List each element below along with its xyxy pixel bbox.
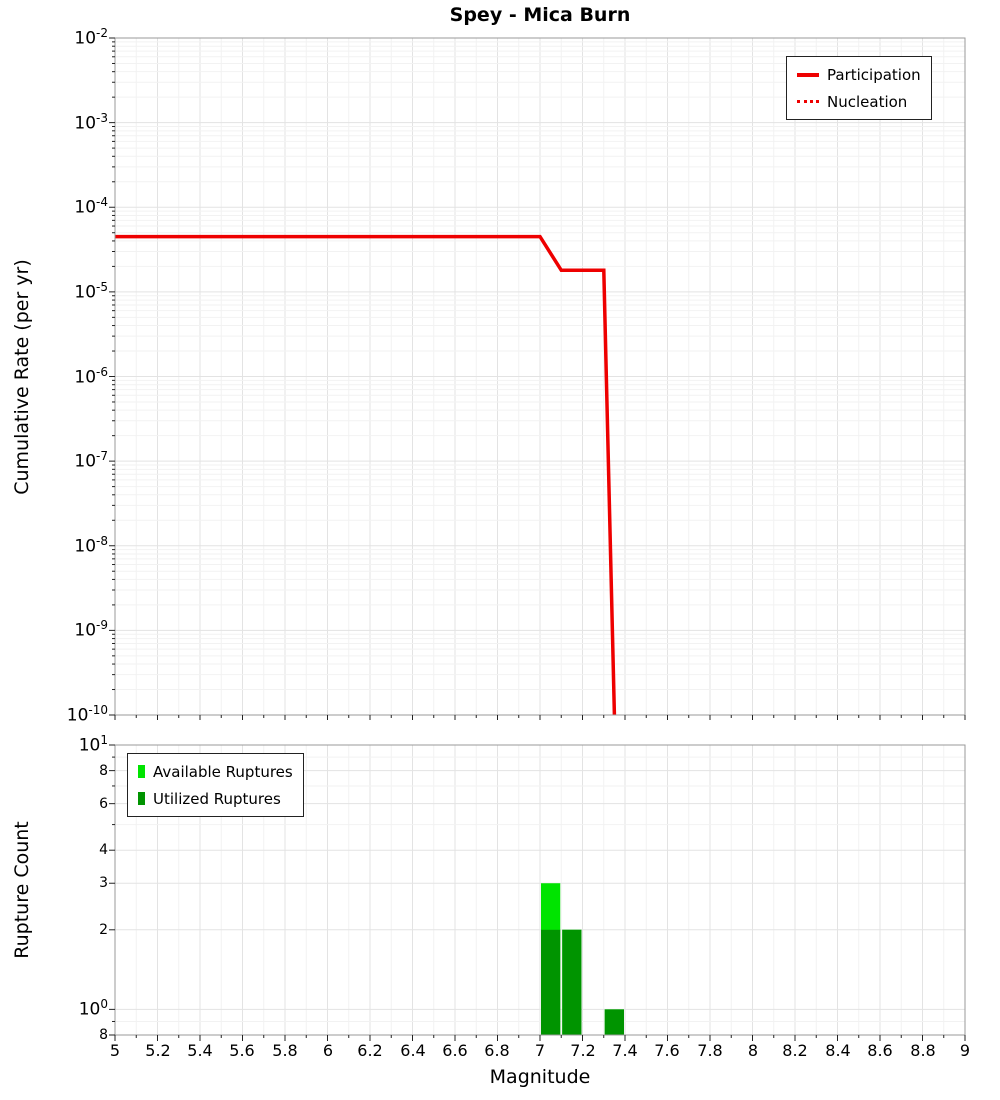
- utilized-ruptures-bar: [541, 929, 561, 1035]
- legend-item-available-ruptures: Available Ruptures: [138, 758, 293, 785]
- x-tick-label: 5.8: [272, 1041, 298, 1060]
- y-tick-label-count: 101: [78, 733, 108, 756]
- y-axis-label-cumulative-rate: Cumulative Rate (per yr): [11, 259, 33, 495]
- y-tick-label-rate: 10-7: [74, 449, 108, 472]
- y-tick-label-rate: 10-10: [66, 703, 108, 726]
- y-tick-label-count: 3: [99, 875, 108, 891]
- x-tick-label: 9: [959, 1041, 971, 1060]
- x-tick-label: 8.2: [782, 1041, 808, 1060]
- y-tick-label-rate: 10-3: [74, 111, 108, 134]
- legend-label-utilized: Utilized Ruptures: [153, 789, 281, 808]
- nucleation-line: [115, 235, 616, 716]
- nucleation-line-swatch: [797, 100, 819, 103]
- y-tick-label-count: 8: [99, 763, 108, 779]
- x-tick-label: 7: [534, 1041, 546, 1060]
- available-ruptures-swatch: [138, 765, 145, 778]
- x-tick-label: 6.8: [484, 1041, 510, 1060]
- y-tick-label-count: 2: [99, 922, 108, 938]
- utilized-ruptures-swatch: [138, 792, 145, 805]
- legend-ruptures: Available Ruptures Utilized Ruptures: [127, 753, 304, 817]
- x-tick-label: 5.6: [229, 1041, 255, 1060]
- participation-line-swatch: [797, 72, 819, 77]
- y-tick-label-rate: 10-4: [74, 195, 108, 218]
- x-tick-label: 5.2: [145, 1041, 171, 1060]
- x-tick-label: 5: [109, 1041, 121, 1060]
- legend-label-nucleation: Nucleation: [827, 92, 908, 111]
- legend-item-participation: Participation: [797, 61, 921, 88]
- x-tick-label: 7.6: [654, 1041, 680, 1060]
- legend-item-nucleation: Nucleation: [797, 88, 921, 115]
- legend-rate-curves: Participation Nucleation: [786, 56, 932, 120]
- x-tick-label: 6.6: [442, 1041, 468, 1060]
- legend-label-participation: Participation: [827, 65, 921, 84]
- legend-item-utilized-ruptures: Utilized Ruptures: [138, 785, 293, 812]
- y-tick-label-rate: 10-2: [74, 26, 108, 49]
- x-tick-label: 6.2: [357, 1041, 383, 1060]
- y-tick-label-count: 4: [99, 842, 108, 858]
- x-axis-label-magnitude: Magnitude: [489, 1066, 591, 1088]
- x-tick-label: 8.8: [910, 1041, 936, 1060]
- x-tick-label: 8: [747, 1041, 759, 1060]
- x-tick-label: 5.4: [187, 1041, 213, 1060]
- y-tick-label-count: 8: [99, 1027, 108, 1043]
- x-tick-label: 6.4: [400, 1041, 426, 1060]
- x-tick-label: 6: [322, 1041, 334, 1060]
- legend-label-available: Available Ruptures: [153, 762, 293, 781]
- utilized-ruptures-bar: [604, 1009, 624, 1035]
- y-tick-label-count: 100: [78, 997, 108, 1020]
- x-tick-label: 7.4: [612, 1041, 638, 1060]
- y-axis-label-rupture-count: Rupture Count: [11, 821, 33, 959]
- x-tick-label: 7.2: [570, 1041, 596, 1060]
- y-tick-label-rate: 10-9: [74, 618, 108, 641]
- utilized-ruptures-bar: [562, 929, 582, 1035]
- y-tick-label-rate: 10-8: [74, 534, 108, 557]
- y-tick-label-count: 6: [99, 796, 108, 812]
- x-tick-label: 7.8: [697, 1041, 723, 1060]
- chart-title: Spey - Mica Burn: [449, 4, 631, 26]
- y-tick-label-rate: 10-6: [74, 365, 108, 388]
- y-tick-label-rate: 10-5: [74, 280, 108, 303]
- x-tick-label: 8.6: [867, 1041, 893, 1060]
- x-tick-label: 8.4: [825, 1041, 851, 1060]
